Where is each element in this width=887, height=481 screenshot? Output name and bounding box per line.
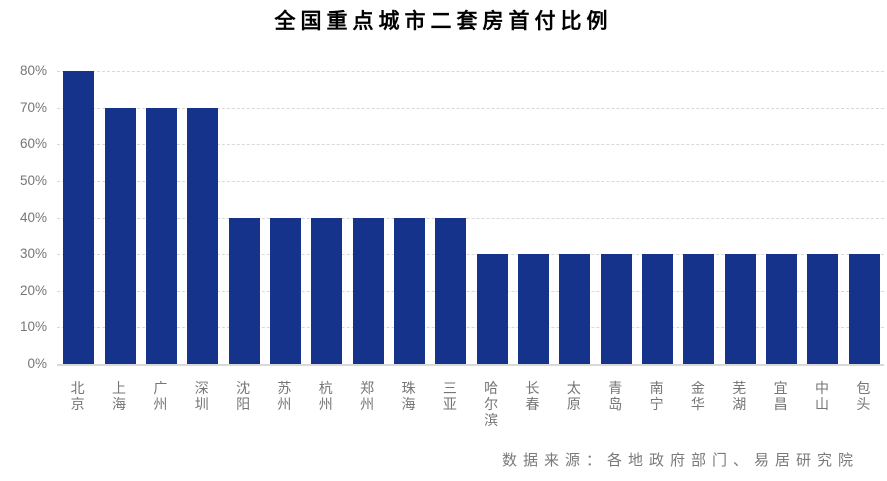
bar (848, 254, 880, 364)
data-source-note: 数据来源：各地政府部门、易居研究院 (502, 452, 860, 469)
plot-area (57, 71, 884, 366)
y-tick-label: 40% (19, 209, 47, 225)
y-tick-label: 0% (27, 356, 47, 371)
y-tick-label: 70% (19, 99, 47, 115)
x-label: 郑 州 (360, 380, 375, 412)
x-label: 中 山 (814, 380, 829, 412)
x-label: 青 岛 (608, 380, 623, 412)
bar (311, 217, 343, 364)
gridline (57, 254, 884, 256)
bar (269, 217, 301, 364)
bar (187, 107, 219, 364)
bar (63, 71, 95, 364)
y-tick-label: 30% (19, 246, 47, 262)
y-tick-label: 50% (19, 172, 47, 188)
bar (683, 254, 715, 364)
bar (642, 254, 674, 364)
x-label: 包 头 (856, 380, 871, 412)
x-label: 南 宁 (649, 380, 664, 412)
bar (724, 254, 756, 364)
bar (435, 217, 467, 364)
x-label: 上 海 (112, 380, 127, 412)
bar (393, 217, 425, 364)
chart-title: 全国重点城市二套房首付比例 (274, 8, 613, 33)
gridline (57, 290, 884, 292)
x-label: 沈 阳 (236, 380, 251, 412)
bar (807, 254, 839, 364)
y-tick-label: 10% (19, 319, 47, 335)
gridline (57, 71, 884, 72)
gridline (57, 327, 884, 329)
y-tick-label: 80% (19, 63, 47, 78)
x-label: 杭 州 (318, 380, 333, 412)
bar (104, 107, 136, 364)
bar (766, 254, 798, 364)
bar (559, 254, 591, 364)
x-label: 三 亚 (442, 380, 457, 412)
y-tick-label: 20% (19, 282, 47, 298)
x-label: 宜 昌 (773, 380, 788, 412)
gridline (57, 107, 884, 109)
x-label: 深 圳 (194, 380, 209, 412)
bar (352, 217, 384, 364)
x-label: 芜 湖 (732, 380, 747, 412)
gridline (57, 217, 884, 219)
bar (600, 254, 632, 364)
x-label: 珠 海 (401, 380, 416, 412)
x-label: 金 华 (690, 380, 705, 412)
x-label: 太 原 (566, 380, 581, 412)
x-label: 苏 州 (277, 380, 292, 412)
x-label: 哈 尔 滨 (484, 380, 499, 428)
x-label: 广 州 (153, 380, 168, 412)
y-tick-label: 60% (19, 136, 47, 152)
gridline (57, 180, 884, 182)
bar (476, 254, 508, 364)
gridline (57, 144, 884, 146)
bar (228, 217, 260, 364)
bar (518, 254, 550, 364)
x-label: 长 春 (525, 380, 540, 412)
x-label: 北 京 (70, 380, 85, 412)
bar (145, 107, 177, 364)
